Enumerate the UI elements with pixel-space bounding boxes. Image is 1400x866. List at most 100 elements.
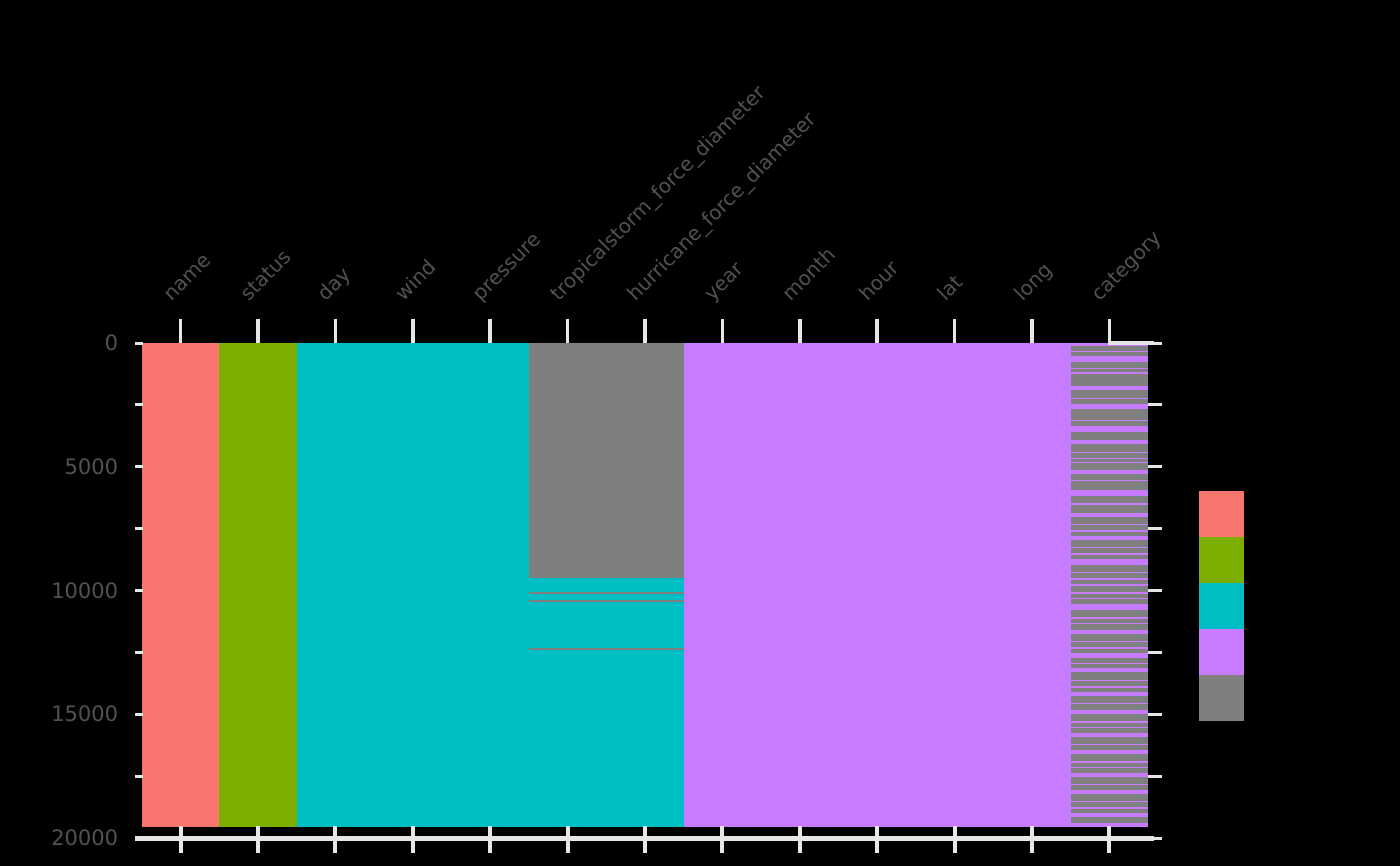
- stripe-category: [1070, 530, 1148, 532]
- segment-tropicalstorm_force_diameter-gray: [528, 592, 607, 594]
- stripe-category: [1070, 709, 1148, 714]
- left-tick: [135, 589, 143, 592]
- stripe-category: [1070, 350, 1148, 353]
- stripe-category: [1070, 603, 1148, 610]
- stripe-category: [1070, 686, 1148, 688]
- top-tick: [411, 319, 415, 343]
- stripe-category: [1070, 667, 1148, 672]
- segment-pressure-teal: [451, 343, 529, 827]
- top-tick: [643, 319, 647, 343]
- segment-hurricane_force_diameter-gray: [606, 592, 684, 594]
- stripe-category: [1070, 790, 1148, 794]
- segment-hurricane_force_diameter-gray: [606, 648, 684, 650]
- stripe-category: [1070, 691, 1148, 696]
- stripe-category: [1070, 647, 1148, 649]
- column-label: category: [1086, 225, 1166, 305]
- right-tick: [1148, 465, 1162, 469]
- stripe-category: [1070, 592, 1148, 594]
- top-tick: [720, 319, 725, 343]
- stripe-category: [1070, 800, 1148, 803]
- top-tick: [488, 319, 492, 343]
- spine-fragment: [1108, 341, 1154, 345]
- right-tick: [1148, 774, 1162, 778]
- stripe-category: [1070, 523, 1148, 526]
- stripe-category: [1070, 807, 1148, 809]
- top-tick: [875, 319, 879, 343]
- stripe-category: [1070, 461, 1148, 464]
- stripe-category: [1070, 813, 1148, 817]
- y-tick-label: 15000: [51, 702, 118, 727]
- right-tick: [1148, 836, 1162, 840]
- segment-hour-purple: [838, 343, 916, 827]
- top-tick: [333, 319, 338, 343]
- stripe-category: [1070, 451, 1148, 454]
- stripe-category: [1070, 355, 1148, 362]
- stripe-category: [1070, 726, 1148, 729]
- legend-swatch-teal: [1199, 583, 1244, 629]
- right-tick: [1148, 589, 1162, 592]
- right-tick: [1148, 403, 1162, 407]
- segment-tropicalstorm_force_diameter-gray: [528, 600, 607, 602]
- stripe-category: [1070, 597, 1148, 600]
- column-label: wind: [389, 254, 441, 305]
- stripe-category: [1070, 372, 1148, 374]
- column-label: year: [699, 256, 748, 305]
- top-tick: [256, 319, 260, 343]
- stripe-category: [1070, 630, 1148, 634]
- stripe-category: [1070, 721, 1148, 723]
- stripe-category: [1070, 617, 1148, 619]
- stripe-category: [1070, 578, 1148, 580]
- legend-swatch-salmon: [1199, 491, 1244, 537]
- stripe-category: [1070, 558, 1148, 565]
- stripe-category: [1070, 640, 1148, 643]
- stripe-category: [1070, 404, 1148, 409]
- top-tick: [565, 319, 570, 343]
- stripe-category: [1070, 536, 1148, 540]
- segment-month-purple: [761, 343, 839, 827]
- legend-swatch-purple: [1199, 629, 1244, 675]
- stripe-category: [1070, 783, 1148, 786]
- top-tick: [1030, 319, 1034, 343]
- stripe-category: [1070, 457, 1148, 460]
- stripe-category: [1070, 571, 1148, 574]
- segment-tropicalstorm_force_diameter-gray: [528, 343, 607, 578]
- stripe-category: [1070, 479, 1148, 482]
- column-label: month: [776, 242, 840, 305]
- column-label: status: [235, 244, 296, 305]
- column-label: hour: [854, 255, 904, 305]
- segment-status-olive: [219, 343, 297, 827]
- stripe-category: [1070, 439, 1148, 444]
- column-label: day: [312, 262, 356, 305]
- stripe-category: [1070, 766, 1148, 769]
- y-tick-label: 20000: [51, 826, 118, 850]
- stripe-category: [1070, 367, 1148, 370]
- top-tick: [952, 319, 957, 343]
- left-tick: [135, 527, 143, 531]
- stripe-category: [1070, 503, 1148, 505]
- stripe-category: [1070, 385, 1148, 390]
- legend-swatch-gray: [1199, 675, 1244, 721]
- column-label: name: [157, 247, 215, 305]
- stripe-category: [1070, 546, 1148, 549]
- stripe-category: [1070, 761, 1148, 763]
- left-tick: [135, 403, 143, 407]
- stripe-category: [1070, 583, 1148, 586]
- y-tick-label: 10000: [51, 578, 118, 603]
- stripe-category: [1070, 702, 1148, 705]
- stripe-category: [1070, 397, 1148, 400]
- right-tick: [1148, 712, 1162, 716]
- stripe-category: [1070, 662, 1148, 665]
- top-tick: [1107, 319, 1112, 343]
- left-tick: [135, 341, 143, 345]
- y-tick-label: 0: [104, 331, 118, 355]
- column-label: lat: [931, 269, 967, 305]
- segment-tropicalstorm_force_diameter-gray: [528, 648, 607, 650]
- segment-day-teal: [296, 343, 375, 827]
- left-tick: [135, 774, 143, 778]
- stripe-category: [1070, 469, 1148, 474]
- stripe-category: [1070, 679, 1148, 682]
- left-tick: [135, 465, 143, 469]
- x-axis-line: [135, 836, 1154, 841]
- segment-name-salmon: [142, 343, 220, 827]
- column-label: pressure: [467, 226, 546, 305]
